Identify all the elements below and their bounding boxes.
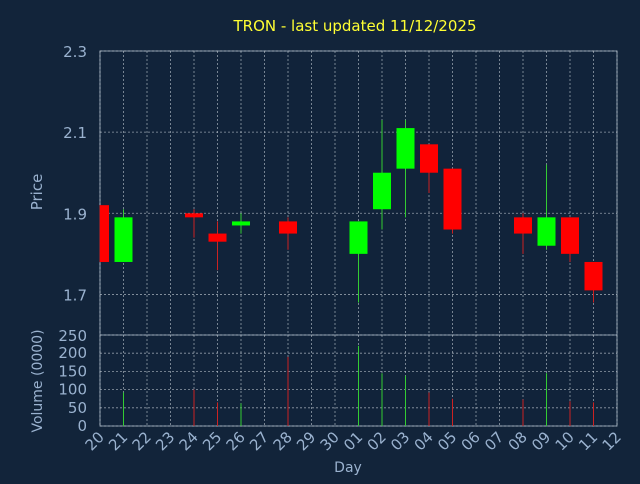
day-tick-label: 12 [599,428,625,454]
candle-body [584,261,603,291]
candle-body [420,144,438,173]
price-tick-label: 1.9 [63,205,87,223]
candle-body [232,221,250,226]
day-tick-label: 23 [152,428,178,454]
candle-body [514,217,532,234]
day-tick-label: 11 [575,428,601,454]
candle-body [561,217,579,254]
volume-series [123,345,594,426]
day-tick-label: 27 [246,428,272,454]
x-axis-label: Day [334,460,362,476]
price-axis-label: Price [28,174,46,211]
price-tick-label: 2.3 [63,43,87,61]
candle-body [279,221,297,234]
day-tick-label: 22 [129,428,155,454]
candle-body [100,205,109,262]
day-tick-label: 25 [199,428,225,454]
day-tick-label: 26 [223,428,249,454]
day-tick-label: 02 [364,428,390,454]
candle-body [349,221,368,254]
candle-body [373,172,391,210]
day-tick-label: 03 [387,428,413,454]
volume-tick-label: 250 [58,327,87,345]
day-tick-label: 24 [176,428,202,454]
day-tick-label: 30 [317,428,343,454]
candle-body [396,128,415,169]
chart-title: TRON - last updated 11/12/2025 [233,17,477,35]
day-tick-label: 29 [293,428,319,454]
candle-body [537,217,556,246]
price-axis: 1.7 1.9 2.1 2.3 [63,43,87,304]
day-tick-label: 07 [481,428,507,454]
day-tick-label: 09 [528,428,554,454]
volume-tick-label: 200 [58,344,87,362]
day-tick-label: 21 [105,428,131,454]
day-tick-label: 04 [411,428,437,454]
day-tick-label: 28 [270,428,296,454]
candle-body [443,168,462,230]
price-tick-label: 1.7 [63,286,87,304]
day-tick-label: 08 [505,428,531,454]
candlestick-series [99,119,603,303]
day-axis: 2021222324252627282930010203040506070809… [82,428,625,454]
candle-body [185,213,203,218]
day-tick-label: 05 [434,428,460,454]
volume-axis-label: Volume (0000) [30,329,46,432]
candle-body [208,233,227,242]
candle-body [114,217,133,262]
volume-tick-label: 0 [77,417,87,435]
day-tick-label: 06 [458,428,484,454]
volume-tick-label: 50 [68,399,87,417]
day-tick-label: 10 [552,428,578,454]
volume-tick-label: 150 [58,362,87,380]
volume-tick-label: 100 [58,381,87,399]
price-tick-label: 2.1 [63,124,87,142]
day-tick-label: 01 [340,428,366,454]
